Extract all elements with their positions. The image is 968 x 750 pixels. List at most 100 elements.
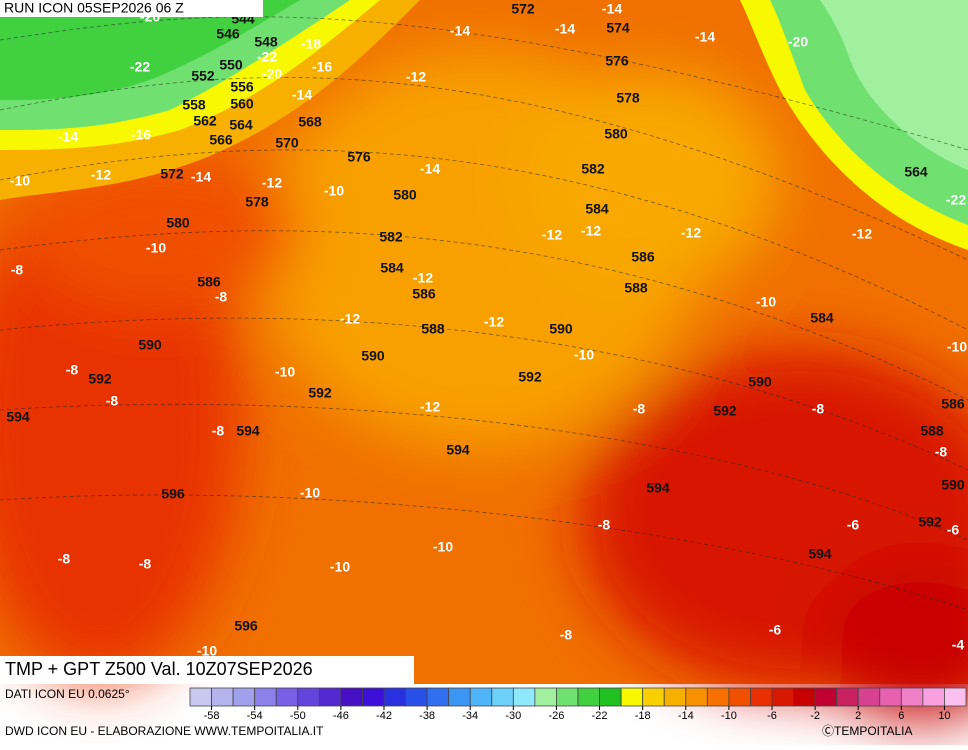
geopotential-label: 590	[138, 337, 162, 353]
geopotential-label: 592	[308, 385, 332, 401]
colorbar-tick-label: -30	[505, 710, 521, 722]
geopotential-label: 586	[941, 396, 965, 412]
temperature-label: -6	[947, 522, 960, 538]
colorbar-swatch	[771, 687, 794, 707]
colorbar-swatch	[405, 687, 428, 707]
geopotential-label: 552	[191, 68, 215, 84]
colorbar-swatch	[211, 687, 234, 707]
geopotential-label: 586	[197, 274, 221, 290]
geopotential-label: 578	[245, 194, 269, 210]
geopotential-label: 590	[361, 348, 385, 364]
colorbar-tick-label: 2	[855, 710, 861, 722]
temperature-label: -12	[413, 270, 433, 286]
colorbar-tick-label: -10	[721, 710, 737, 722]
colorbar-tick-label: -6	[767, 710, 777, 722]
temperature-label: -8	[633, 401, 646, 417]
colorbar-swatch	[383, 687, 406, 707]
colorbar-tick-label: -2	[810, 710, 820, 722]
temperature-label: -10	[433, 539, 453, 555]
geopotential-label: 592	[88, 371, 112, 387]
temperature-label: -10	[300, 485, 320, 501]
geopotential-label: 572	[511, 1, 535, 17]
geopotential-label: 568	[298, 114, 322, 130]
temperature-label: -10	[330, 559, 350, 575]
geopotential-label: 560	[230, 96, 254, 112]
geopotential-label: 584	[810, 310, 834, 326]
temperature-label: -12	[581, 223, 601, 239]
geopotential-label: 584	[380, 260, 404, 276]
colorbar-tick-label: -34	[462, 710, 478, 722]
geopotential-label: 588	[920, 423, 944, 439]
colorbar-swatch	[426, 687, 450, 707]
geopotential-label: 550	[219, 57, 243, 73]
geopotential-label: 582	[379, 229, 403, 245]
geopotential-label: 594	[236, 423, 260, 439]
geopotential-label: 580	[604, 126, 628, 142]
geopotential-label: 592	[918, 514, 942, 530]
geopotential-label: 548	[254, 34, 278, 50]
temperature-label: -6	[769, 622, 782, 638]
geopotential-label: 572	[160, 166, 184, 182]
colorbar-swatch	[900, 687, 924, 707]
geopotential-label: 588	[421, 321, 445, 337]
temperature-label: -6	[847, 517, 860, 533]
colorbar-swatch	[944, 687, 967, 707]
temperature-label: -8	[812, 401, 825, 417]
colorbar-tick-label: -18	[635, 710, 651, 722]
geopotential-label: 580	[166, 215, 190, 231]
geopotential-label: 564	[229, 117, 253, 133]
geopotential-label: 594	[6, 409, 30, 425]
colorbar-swatch	[362, 687, 385, 707]
temperature-label: -14	[292, 87, 312, 103]
colorbar-swatch	[275, 687, 299, 707]
geopotential-label: 582	[581, 161, 605, 177]
temperature-label: -12	[406, 69, 426, 85]
temperature-label: -20	[788, 34, 808, 50]
geopotential-label: 562	[193, 113, 217, 129]
temperature-label: -12	[91, 167, 111, 183]
colorbar-tick-label: -58	[204, 710, 220, 722]
geopotential-label: 586	[412, 286, 436, 302]
geopotential-label: 570	[275, 135, 299, 151]
temperature-label: -8	[215, 289, 228, 305]
colorbar-swatch	[793, 687, 816, 707]
temperature-label: -12	[852, 226, 872, 242]
colorbar-tick-label: -26	[548, 710, 564, 722]
colorbar-swatch	[706, 687, 730, 707]
colorbar-swatch	[254, 687, 277, 707]
geopotential-label: 576	[347, 149, 371, 165]
colorbar-tick-label: -46	[333, 710, 349, 722]
temperature-label: -8	[139, 556, 152, 572]
colorbar-swatch	[857, 687, 881, 707]
temperature-label: -14	[602, 1, 622, 17]
colorbar-tick-label: -22	[592, 710, 608, 722]
temperature-label: -8	[66, 362, 79, 378]
geopotential-label: 594	[646, 480, 670, 496]
colorbar-swatch	[469, 687, 493, 707]
geopotential-label: 596	[234, 618, 258, 634]
geopotential-label: 558	[182, 97, 206, 113]
title-box	[0, 656, 414, 684]
colorbar-tick-label: -50	[290, 710, 306, 722]
colorbar-swatch	[814, 687, 838, 707]
temperature-label: -22	[130, 59, 150, 75]
colorbar-swatch	[534, 687, 557, 707]
geopotential-label: 576	[605, 53, 629, 69]
temperature-label: -12	[681, 225, 701, 241]
geopotential-label: 588	[624, 280, 648, 296]
colorbar-swatch	[685, 687, 708, 707]
temperature-label: -8	[935, 444, 948, 460]
geopotential-label: 594	[808, 546, 832, 562]
temperature-label: -12	[262, 175, 282, 191]
geopotential-label: 574	[606, 20, 630, 36]
temperature-label: -22	[257, 49, 277, 65]
temperature-label: -10	[275, 364, 295, 380]
colorbar-swatch	[922, 687, 945, 707]
temperature-label: -10	[10, 173, 30, 189]
credit-label: DWD ICON EU - ELABORAZIONE WWW.TEMPOITAL…	[5, 724, 324, 738]
colorbar-swatch	[340, 687, 363, 707]
colorbar-tick-label: 10	[938, 710, 950, 722]
temperature-label: -14	[191, 169, 211, 185]
colorbar-swatch	[189, 687, 212, 707]
